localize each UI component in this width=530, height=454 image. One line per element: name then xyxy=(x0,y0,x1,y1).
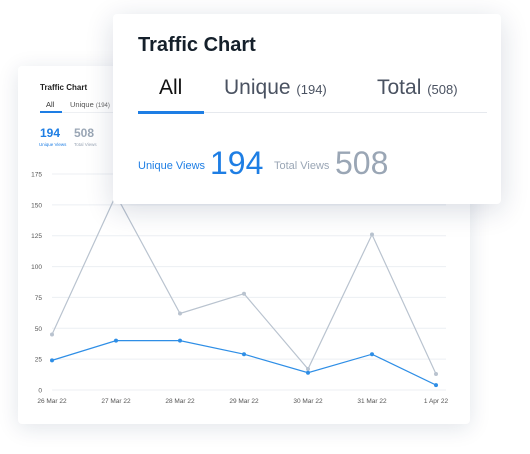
x-tick-label: 28 Mar 22 xyxy=(165,398,195,405)
data-point xyxy=(434,371,438,376)
y-tick-label: 100 xyxy=(31,264,42,271)
active-tab-indicator xyxy=(138,111,204,114)
tab-label: All xyxy=(46,100,55,109)
data-point xyxy=(242,352,246,357)
tab-label: Total xyxy=(377,76,422,99)
x-tick-label: 26 Mar 22 xyxy=(37,398,67,405)
tab-all[interactable]: All xyxy=(46,100,54,109)
data-point xyxy=(370,232,374,237)
active-tab-indicator xyxy=(40,111,62,113)
y-tick-label: 25 xyxy=(35,357,43,364)
tab-total[interactable]: Total (508) xyxy=(377,76,458,100)
data-point xyxy=(178,311,182,316)
y-tick-label: 50 xyxy=(35,326,43,333)
data-point xyxy=(114,338,118,343)
data-point xyxy=(242,291,246,296)
y-tick-label: 75 xyxy=(35,295,43,302)
tab-count: (508) xyxy=(427,82,458,97)
data-point xyxy=(306,367,310,372)
unique-views-label: Unique Views xyxy=(138,160,206,172)
unique-views-label: Unique Views xyxy=(39,142,67,147)
tab-label: All xyxy=(159,76,183,99)
y-tick-label: 150 xyxy=(31,202,42,209)
x-tick-label: 1 Apr 22 xyxy=(424,398,449,405)
data-point xyxy=(370,352,374,357)
card-title: Traffic Chart xyxy=(40,83,88,92)
y-tick-label: 125 xyxy=(31,233,42,240)
tab-divider xyxy=(138,112,487,113)
total-views-label: Total Views xyxy=(274,160,330,172)
tab-label: Unique xyxy=(224,76,291,99)
traffic-line-chart: 0 25 50 75 100 125 150 175 26 Mar 22 27 Mar 22 28 … xyxy=(31,172,449,406)
card-title: Traffic Chart xyxy=(138,34,256,56)
tab-count: (194) xyxy=(296,82,327,97)
x-tick-label: 30 Mar 22 xyxy=(293,398,323,405)
tab-unique[interactable]: Unique (194) xyxy=(224,76,327,100)
unique-views-value: 194 xyxy=(210,145,264,181)
y-tick-label: 175 xyxy=(31,172,42,179)
y-tick-label: 0 xyxy=(38,388,42,395)
total-views-value: 508 xyxy=(74,126,95,140)
tab-unique[interactable]: Unique (194) xyxy=(70,100,110,109)
data-point xyxy=(50,332,54,337)
series-line xyxy=(51,340,437,386)
data-point xyxy=(50,358,54,363)
x-tick-label: 27 Mar 22 xyxy=(101,398,131,405)
data-point xyxy=(434,383,438,388)
tab-label: Unique xyxy=(70,100,94,109)
x-tick-label: 29 Mar 22 xyxy=(229,398,259,405)
unique-views-value: 194 xyxy=(40,126,61,140)
series-line xyxy=(51,193,437,375)
data-point xyxy=(306,370,310,375)
total-views-label: Total Views xyxy=(74,142,97,147)
tab-count: (194) xyxy=(95,103,110,109)
data-point xyxy=(178,338,182,343)
traffic-summary-card: Traffic Chart All Unique (194) Total (50… xyxy=(113,14,501,204)
total-views-value: 508 xyxy=(335,145,389,181)
x-tick-label: 31 Mar 22 xyxy=(357,398,387,405)
tab-all[interactable]: All xyxy=(159,76,182,100)
